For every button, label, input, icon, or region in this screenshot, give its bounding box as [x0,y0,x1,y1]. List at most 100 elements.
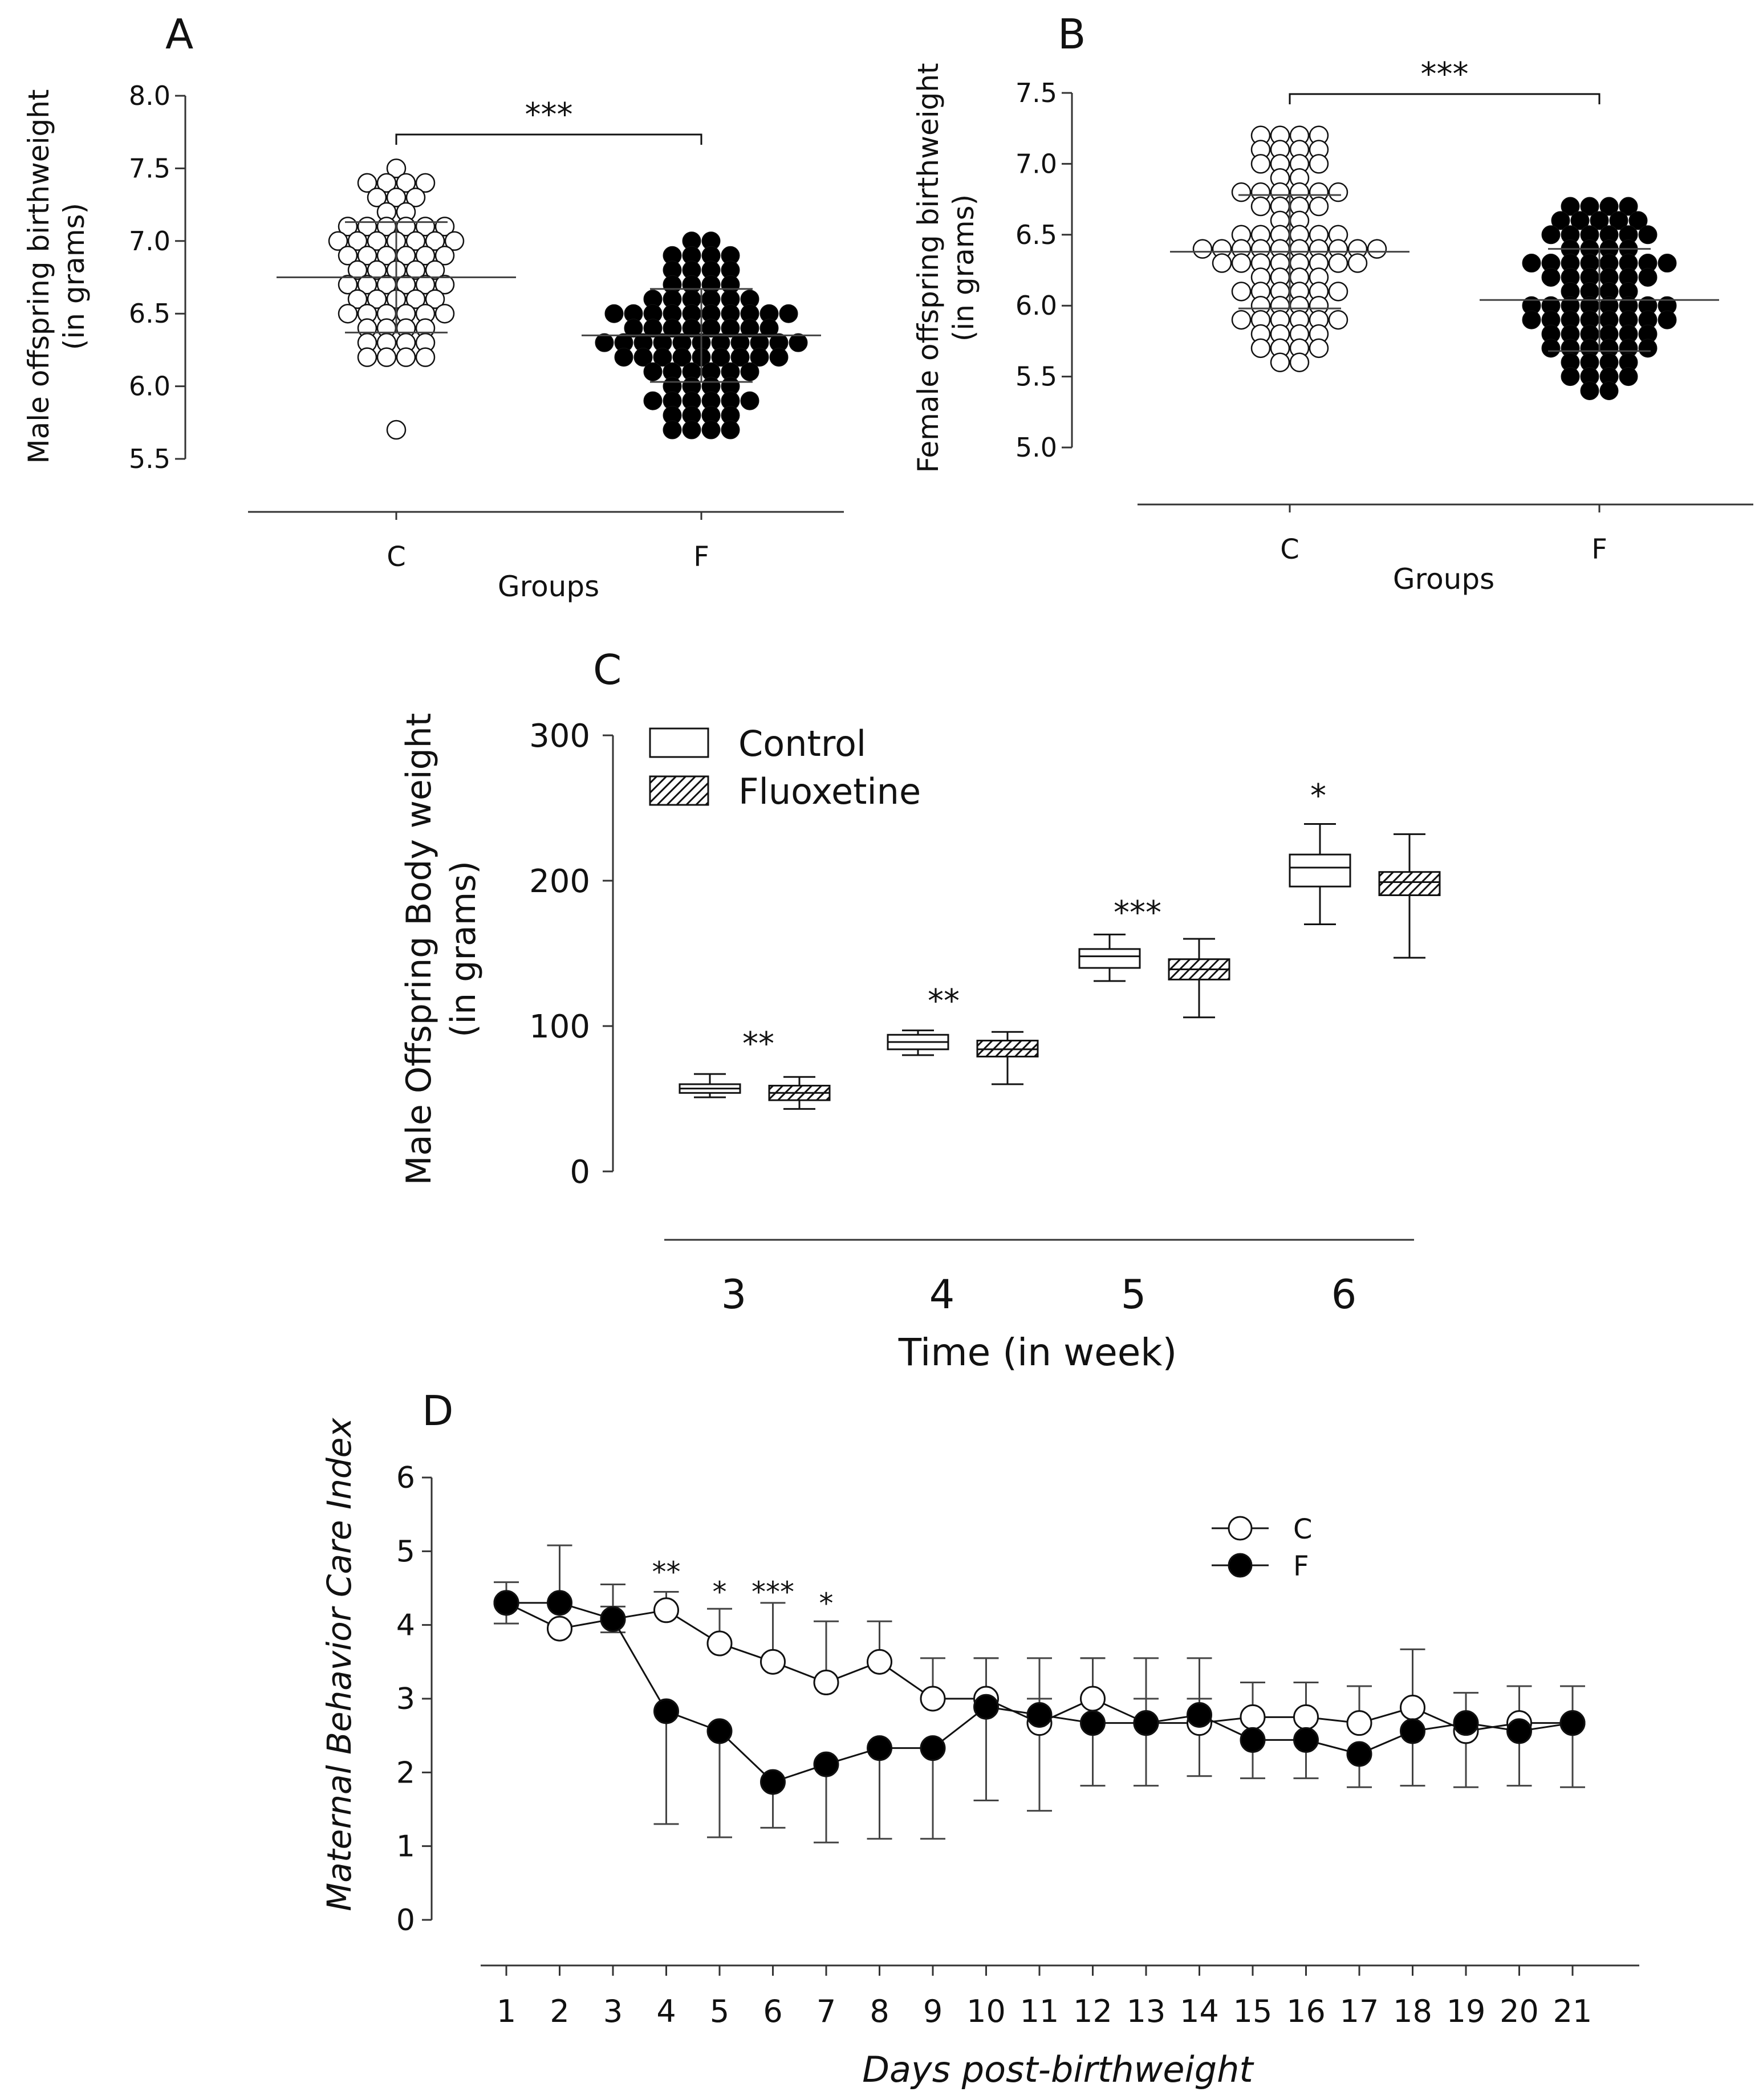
data-point [1400,1695,1425,1721]
data-point [386,158,407,178]
y-tick-label: 2 [396,1756,415,1790]
y-axis-label-line2: (in grams) [444,861,484,1037]
data-point [663,420,682,439]
x-tick-label: 4 [656,1993,676,2029]
y-tick-label: 3 [396,1682,415,1716]
data-point [434,246,455,266]
data-point [653,348,672,367]
x-tick-label: 13 [1127,1993,1166,2029]
data-point [547,1590,572,1616]
data-point [1580,381,1599,400]
y-axis-label: Male offspring birthweight (in grams) [22,89,91,464]
data-point [1570,211,1590,230]
error-bars-f [494,1544,1585,1843]
y-tick-label: 6.0 [129,371,170,402]
data-point [663,319,682,338]
data-point [760,1769,786,1795]
y-tick-label: 5.0 [1015,432,1057,463]
series-c [1192,125,1387,372]
x-axis-label: Groups [1393,563,1494,596]
data-point [1638,267,1658,287]
x-tick-label: 2 [550,1993,569,2029]
x-tick-label: 15 [1233,1993,1273,2029]
x-tick-label: C [387,541,406,573]
y-tick-label: 5.5 [1015,361,1057,392]
data-point [721,319,740,338]
data-point [1270,352,1290,372]
data-point [595,333,614,352]
data-point [769,348,789,367]
data-point [653,1597,679,1623]
data-point [1231,282,1252,302]
data-point [701,420,721,439]
x-tick-label: 3 [603,1993,623,2029]
series-f [1522,197,1677,400]
significance-label: * [819,1587,834,1620]
data-point [1231,182,1252,202]
data-point [721,420,740,439]
data-point [779,304,798,323]
x-tick-label: 16 [1286,1993,1326,2029]
data-point [1231,310,1252,330]
significance-label: *** [1421,56,1469,93]
significance-bracket [395,133,702,145]
y-tick-label: 7.5 [129,153,170,184]
data-point [643,391,663,410]
data-point [1133,1710,1159,1736]
data-point [405,231,426,251]
data-point [367,289,387,309]
data-point [643,319,663,338]
x-tick-label: 17 [1340,1993,1379,2029]
y-tick-label: 6.5 [129,298,170,329]
data-point [415,173,436,193]
data-point [682,420,701,439]
legend-label-control: Control [738,723,866,764]
y-tick-label: 7.0 [1015,148,1057,179]
data-point [1080,1710,1106,1736]
y-tick-label: 7.0 [129,226,170,257]
x-tick-label: 12 [1073,1993,1112,2029]
y-tick-label: 5.5 [129,443,170,474]
legend-label-c: C [1293,1513,1313,1545]
data-point [493,1590,519,1616]
x-tick-label: 1 [497,1993,516,2029]
y-axis-label: Female offspring birthweight (in grams) [912,63,980,473]
data-point [1328,282,1348,302]
y-tick-label: 0 [570,1154,590,1191]
data-point [444,231,465,251]
x-tick-label: 10 [966,1993,1006,2029]
data-point [1522,310,1541,329]
legend-label-f: F [1293,1550,1309,1582]
data-point [1250,196,1271,217]
data-point [1212,253,1232,273]
data-point [367,231,387,251]
panel-c-chart: C 0 100 200 300 Male Offspring Body weight (in… [399,646,1441,1374]
data-point [415,274,436,295]
data-point [434,303,455,324]
y-axis-label: Male Offspring Body weight (in grams) [399,713,484,1185]
data-point [425,289,445,309]
data-point [1231,253,1252,273]
x-tick-label: 14 [1180,1993,1219,2029]
data-point [740,391,759,410]
legend-swatch-fluoxetine [649,775,709,806]
data-point [367,260,387,280]
data-point [1187,1702,1212,1728]
data-point [1453,1710,1479,1736]
x-tick-label: 3 [721,1271,747,1318]
x-tick-label: 6 [763,1993,782,2029]
data-point [338,246,358,266]
panel-a-chart: A 5.5 6.0 6.5 7.0 7.5 8.0 Male offspring birthw… [22,10,844,603]
data-point [1289,352,1310,372]
data-point [672,348,692,367]
panel-label: A [165,10,193,58]
data-point [405,260,426,280]
x-tick-label: 4 [929,1271,955,1318]
data-point [1541,267,1561,287]
y-tick-label: 100 [529,1008,590,1045]
data-point [1628,211,1648,230]
significance-label: * [1310,778,1326,815]
data-point [376,347,397,367]
data-point [1250,338,1271,359]
